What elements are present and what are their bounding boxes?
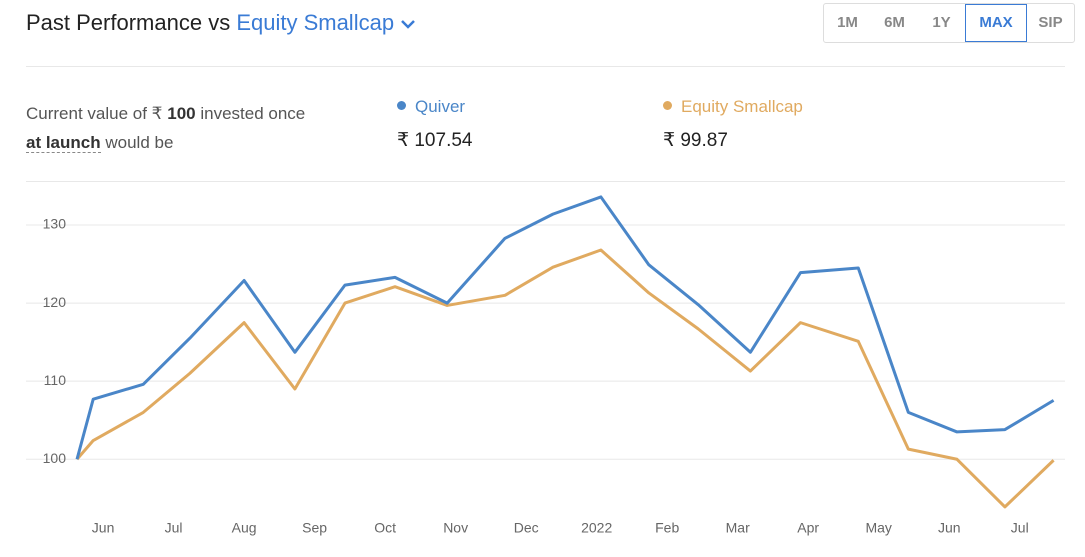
period-button[interactable]: 6M: [884, 14, 905, 31]
amount: 100: [167, 104, 196, 123]
compare-name[interactable]: Equity Smallcap: [236, 10, 395, 35]
x-tick-label: Dec: [514, 520, 539, 536]
x-tick-label: Feb: [655, 520, 679, 536]
x-tick-label: Apr: [797, 520, 819, 536]
x-tick-label: Oct: [374, 520, 396, 536]
x-tick-label: Sep: [302, 520, 327, 536]
x-tick-label: Mar: [726, 520, 750, 536]
y-tick-label: 130: [43, 216, 67, 232]
text: Current value of ₹: [26, 104, 163, 123]
y-tick-label: 110: [44, 372, 67, 388]
legend-label: Equity Smallcap: [663, 97, 803, 117]
x-tick-label: May: [865, 520, 891, 536]
series-line: [75, 248, 1055, 509]
header: Past Performance vs Equity Smallcap: [26, 10, 416, 36]
period-button[interactable]: 1Y: [932, 14, 951, 31]
text: invested once: [200, 104, 306, 123]
launch-link[interactable]: at launch: [26, 133, 101, 153]
compare-dropdown[interactable]: Equity Smallcap: [236, 10, 416, 35]
x-tick-label: Nov: [443, 520, 468, 536]
y-tick-label: 120: [43, 294, 67, 310]
summary-item: Equity Smallcap ₹ 99.87: [663, 97, 803, 152]
text: would be: [105, 133, 174, 152]
x-tick-label: Jul: [165, 520, 183, 536]
y-tick-label: 100: [43, 450, 67, 466]
divider: [26, 66, 1065, 67]
x-tick-label: Jun: [938, 520, 961, 536]
title: Past Performance vs: [26, 10, 231, 35]
legend-label: Quiver: [397, 97, 472, 117]
period-button[interactable]: SIP: [1038, 14, 1063, 31]
x-tick-label: Jul: [1011, 520, 1029, 536]
current-value: ₹ 107.54: [397, 130, 473, 151]
current-value: ₹ 99.87: [663, 130, 728, 151]
series-line: [75, 195, 1055, 460]
divider: [26, 181, 1065, 182]
period-toggle: 1M 6M 1Y MAX SIP: [823, 3, 1075, 43]
period-button[interactable]: 1M: [837, 14, 858, 31]
x-tick-label: 2022: [581, 520, 612, 536]
x-tick-label: Aug: [232, 520, 257, 536]
chevron[interactable]: [400, 18, 416, 30]
summary-text: Current value of ₹ 100 invested once at l…: [26, 99, 305, 157]
period-button[interactable]: MAX: [965, 4, 1027, 42]
summary-item: Quiver ₹ 107.54: [397, 97, 472, 152]
x-tick-label: Jun: [92, 520, 115, 536]
